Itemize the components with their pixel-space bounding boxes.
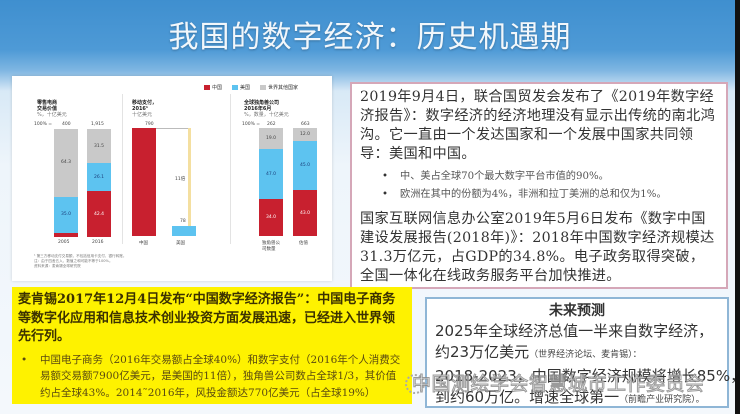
x-label: 中国 [139,241,148,246]
unctad-report-box: 2019年9月4日，联合国贸发会发布了《2019年数字经济报告》：数字经济的经济… [350,82,728,289]
forecast-line: 2018-2023，中国数字经济规模将增长85%， [435,367,740,385]
value-label: 78 [180,219,186,224]
bar-usa [172,226,196,236]
compare-line [156,128,190,129]
chart-footnote: ¹ 第三方移动支付交易额，不包括信用卡支付、银行转账。 注：由于四舍五入，数值之… [34,254,127,268]
legend-china: 中国 [204,84,222,91]
forecast-line: 到约60万亿。增速全球第一（前瞻产业研究院）。 [435,388,705,406]
mid-chart-title: 移动支付， 2016¹ 十亿美元 [132,100,158,118]
x-label: 独角兽公 司数量 [262,241,280,252]
x-label: 2005 [58,240,70,245]
mckinsey-paragraph: 麦肯锡2017年12月4日发布“中国数字经济报告”：中国电子商务等数字化应用和信… [18,292,396,344]
pct-label: 100% = [34,122,53,127]
legend-usa: 美国 [232,84,250,91]
forecast-line: 2025年全球经济总值一半来自数字经济， [435,322,714,340]
left-chart-title: 零售电商 交易价值 %，十亿美元 [37,100,67,118]
bar-unicorn-count: 19.0 47.0 34.0 [259,128,283,236]
forecast-box: 未来预测 2025年全球经济总值一半来自数字经济， 约23万亿美元（世界经济论坛… [425,297,740,408]
bullet-item: 欧洲在其中的份额为4%，非洲和拉丁美洲的总和仅为1%。 [382,186,718,204]
divider [122,94,123,244]
x-label: 2016 [92,240,104,245]
cac-paragraph: 国家互联网信息办公室2019年5月6日发布《数字中国建设发展报告(2018年)》… [360,211,715,284]
right-chart-title: 全球独角兽公司 2016年6月 %，数量，十亿美元 [244,100,289,118]
screen-edge [735,0,740,414]
bullet-item: 中国电子商务（2016年交易额占全球40%）和数字支付（2016年个人消费交易额… [18,352,406,402]
bar-unicorn-value: 12.0 45.0 43.0 [293,128,317,236]
x-label: 估值 [299,241,308,246]
unctad-bullets: 中、美占全球70个最大数字平台市值的90%。 欧洲在其中的份额为4%，非洲和拉丁… [382,168,718,204]
unctad-paragraph: 2019年9月4日，联合国贸发会发布了《2019年数字经济报告》：数字经济的经济… [360,89,716,162]
bar-china [132,128,156,236]
annotation: 11倍 [175,177,186,182]
mckinsey-report-box: 麦肯锡2017年12月4日发布“中国数字经济报告”：中国电子商务等数字化应用和信… [12,287,412,404]
slide-title: 我国的数字经济：历史机遇期 [168,20,572,55]
watermark: 中国测绘学会智慧城市工作委员会 [412,373,705,396]
watermark-logo-icon [405,374,425,394]
pct-label: 100% = [242,122,261,127]
total-label: 1,915 [91,122,104,127]
total-label: 663 [301,122,310,127]
forecast-line: 约23万亿美元（世界经济论坛、麦肯锡）： [435,343,642,361]
legend-rest: 世界其他国家 [260,84,298,91]
value-label: 790 [145,122,154,127]
x-label: 美国 [176,241,185,246]
forecast-title: 未来预测 [549,303,605,319]
bullet-item: 中、美占全球70个最大数字平台市值的90%。 [382,168,718,186]
chart-image: 中国 美国 世界其他国家 零售电商 交易价值 %，十亿美元 100% = 400 1… [12,76,332,281]
bar-2016: 31.5 26.1 42.4 [87,129,111,237]
chart-legend: 中国 美国 世界其他国家 [204,84,298,91]
divider [230,94,231,244]
total-label: 262 [267,122,276,127]
bracket [188,128,191,226]
mckinsey-bullets: 中国电子商务（2016年交易额占全球40%）和数字支付（2016年个人消费交易额… [18,352,406,402]
total-label: 400 [62,122,71,127]
bar-2005: 64.3 35.0 [54,129,78,237]
